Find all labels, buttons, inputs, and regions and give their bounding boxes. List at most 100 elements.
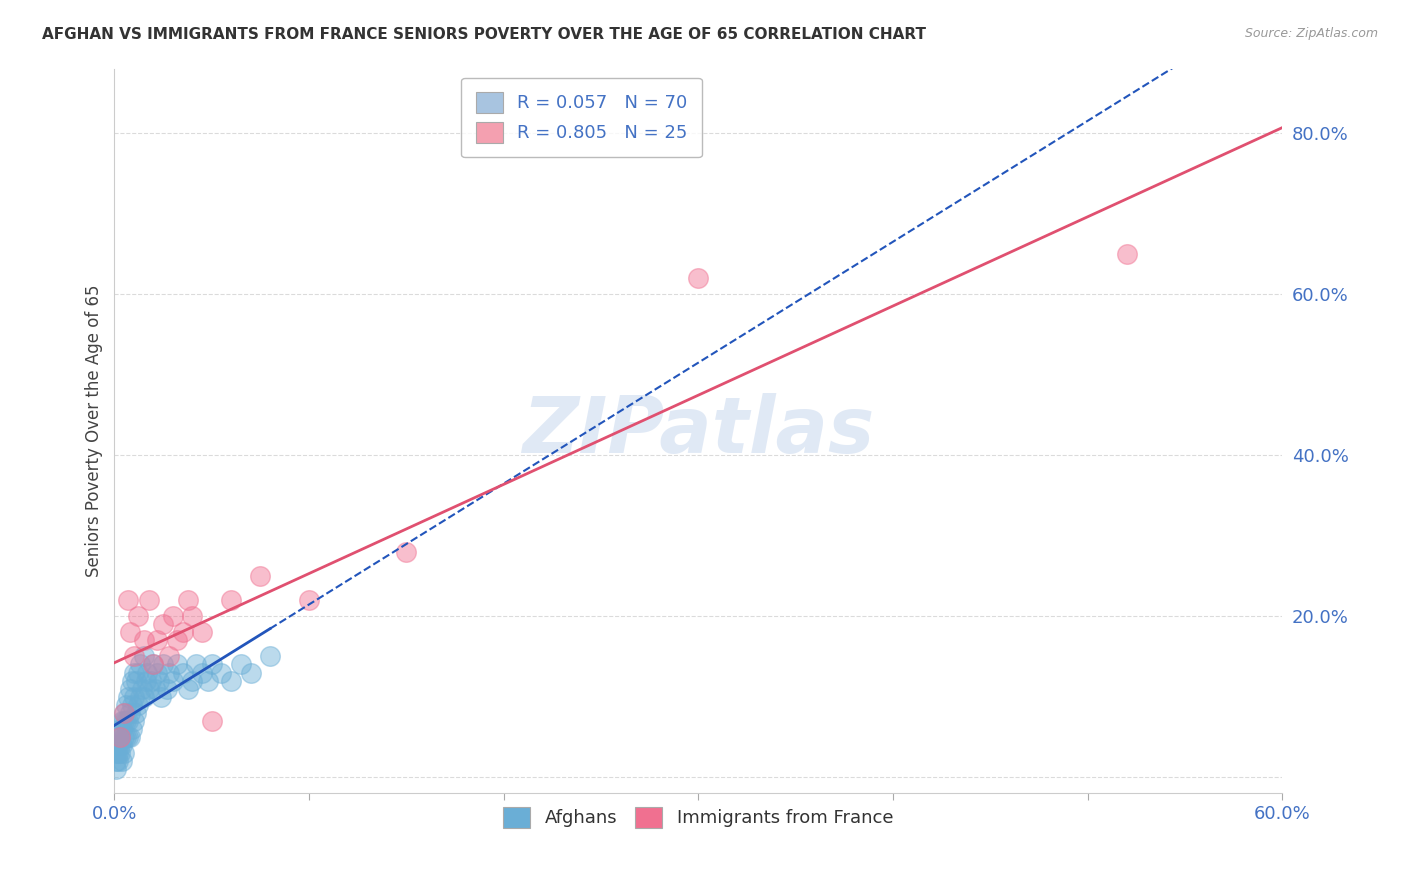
- Point: [148, 673, 170, 688]
- Point: [122, 690, 145, 704]
- Point: [181, 673, 204, 688]
- Point: [157, 649, 180, 664]
- Point: [132, 633, 155, 648]
- Point: [157, 665, 180, 680]
- Point: [112, 746, 135, 760]
- Point: [118, 681, 141, 696]
- Point: [142, 657, 165, 672]
- Point: [172, 625, 194, 640]
- Point: [110, 730, 132, 744]
- Point: [117, 690, 139, 704]
- Point: [146, 665, 169, 680]
- Point: [688, 271, 710, 285]
- Point: [107, 730, 129, 744]
- Point: [162, 609, 184, 624]
- Point: [150, 690, 173, 704]
- Point: [143, 681, 166, 696]
- Point: [111, 714, 134, 728]
- Point: [115, 698, 138, 712]
- Point: [118, 706, 141, 720]
- Point: [142, 657, 165, 672]
- Point: [219, 593, 242, 607]
- Point: [177, 593, 200, 607]
- Point: [219, 673, 242, 688]
- Point: [152, 657, 174, 672]
- Point: [166, 633, 188, 648]
- Point: [201, 657, 224, 672]
- Point: [111, 754, 134, 768]
- Point: [135, 673, 157, 688]
- Point: [201, 714, 224, 728]
- Point: [125, 706, 148, 720]
- Point: [105, 738, 128, 752]
- Point: [166, 657, 188, 672]
- Point: [132, 649, 155, 664]
- Point: [122, 665, 145, 680]
- Point: [138, 681, 160, 696]
- Point: [112, 706, 135, 720]
- Point: [111, 738, 134, 752]
- Point: [110, 746, 132, 760]
- Point: [211, 665, 233, 680]
- Point: [105, 746, 128, 760]
- Point: [112, 730, 135, 744]
- Point: [146, 633, 169, 648]
- Point: [1115, 246, 1137, 260]
- Point: [107, 738, 129, 752]
- Point: [112, 706, 135, 720]
- Point: [152, 617, 174, 632]
- Text: ZIPatlas: ZIPatlas: [522, 393, 875, 469]
- Point: [121, 722, 143, 736]
- Point: [138, 593, 160, 607]
- Text: Source: ZipAtlas.com: Source: ZipAtlas.com: [1244, 27, 1378, 40]
- Point: [125, 673, 148, 688]
- Point: [259, 649, 281, 664]
- Point: [118, 730, 141, 744]
- Point: [121, 698, 143, 712]
- Point: [112, 714, 135, 728]
- Point: [172, 665, 194, 680]
- Point: [186, 657, 208, 672]
- Point: [117, 593, 139, 607]
- Point: [105, 754, 128, 768]
- Point: [127, 665, 149, 680]
- Point: [395, 545, 418, 559]
- Point: [127, 609, 149, 624]
- Point: [181, 609, 204, 624]
- Point: [127, 698, 149, 712]
- Point: [122, 714, 145, 728]
- Point: [249, 569, 271, 583]
- Point: [105, 762, 128, 776]
- Point: [107, 754, 129, 768]
- Point: [122, 649, 145, 664]
- Point: [128, 657, 150, 672]
- Point: [131, 681, 153, 696]
- Point: [107, 746, 129, 760]
- Point: [110, 722, 132, 736]
- Point: [117, 730, 139, 744]
- Point: [136, 665, 159, 680]
- Point: [298, 593, 321, 607]
- Point: [110, 730, 132, 744]
- Point: [191, 625, 214, 640]
- Point: [128, 690, 150, 704]
- Point: [177, 681, 200, 696]
- Point: [118, 625, 141, 640]
- Text: AFGHAN VS IMMIGRANTS FROM FRANCE SENIORS POVERTY OVER THE AGE OF 65 CORRELATION : AFGHAN VS IMMIGRANTS FROM FRANCE SENIORS…: [42, 27, 927, 42]
- Point: [191, 665, 214, 680]
- Point: [117, 714, 139, 728]
- Point: [197, 673, 219, 688]
- Point: [162, 673, 184, 688]
- Point: [141, 673, 163, 688]
- Y-axis label: Seniors Poverty Over the Age of 65: Seniors Poverty Over the Age of 65: [86, 285, 103, 577]
- Legend: Afghans, Immigrants from France: Afghans, Immigrants from France: [496, 800, 901, 835]
- Point: [110, 738, 132, 752]
- Point: [121, 673, 143, 688]
- Point: [229, 657, 252, 672]
- Point: [156, 681, 179, 696]
- Point: [111, 722, 134, 736]
- Point: [239, 665, 262, 680]
- Point: [132, 690, 155, 704]
- Point: [115, 730, 138, 744]
- Point: [115, 714, 138, 728]
